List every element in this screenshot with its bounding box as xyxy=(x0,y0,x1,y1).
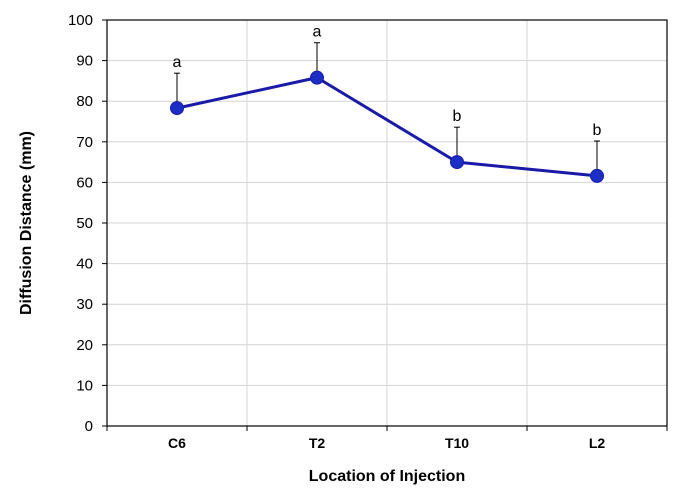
data-points xyxy=(170,70,604,183)
x-tick-label: C6 xyxy=(168,435,186,451)
y-tick-label: 80 xyxy=(76,93,93,110)
x-tick-label: T10 xyxy=(445,435,469,451)
x-tick-label: T2 xyxy=(309,435,326,451)
y-tick-label: 60 xyxy=(76,174,93,191)
x-tick-label: L2 xyxy=(589,435,606,451)
data-point xyxy=(590,168,604,183)
y-tick-label: 40 xyxy=(76,256,93,273)
data-point xyxy=(450,155,464,170)
x-axis-title: Location of Injection xyxy=(309,468,465,485)
y-tick-label: 0 xyxy=(85,418,93,435)
y-axis-ticks: 0 10 20 30 40 50 60 70 80 90 100 xyxy=(68,12,107,435)
data-point xyxy=(170,101,184,116)
y-tick-label: 100 xyxy=(68,12,93,29)
series-line xyxy=(176,76,598,178)
y-tick-label: 30 xyxy=(76,296,93,313)
significance-letter: a xyxy=(173,54,182,71)
y-tick-label: 70 xyxy=(76,134,93,151)
series-polyline xyxy=(176,76,598,178)
significance-letter: a xyxy=(313,24,322,41)
y-axis-title: Diffusion Distance (mm) xyxy=(18,131,35,315)
y-tick-label: 90 xyxy=(76,53,93,70)
significance-letters: a a b b xyxy=(173,24,602,139)
significance-letter: b xyxy=(593,122,602,139)
significance-letter: b xyxy=(453,108,462,125)
y-tick-label: 10 xyxy=(76,377,93,394)
y-tick-label: 20 xyxy=(76,337,93,354)
data-point xyxy=(310,70,324,85)
x-axis-ticks: C6 T2 T10 L2 xyxy=(106,426,668,451)
y-tick-label: 50 xyxy=(76,215,93,232)
